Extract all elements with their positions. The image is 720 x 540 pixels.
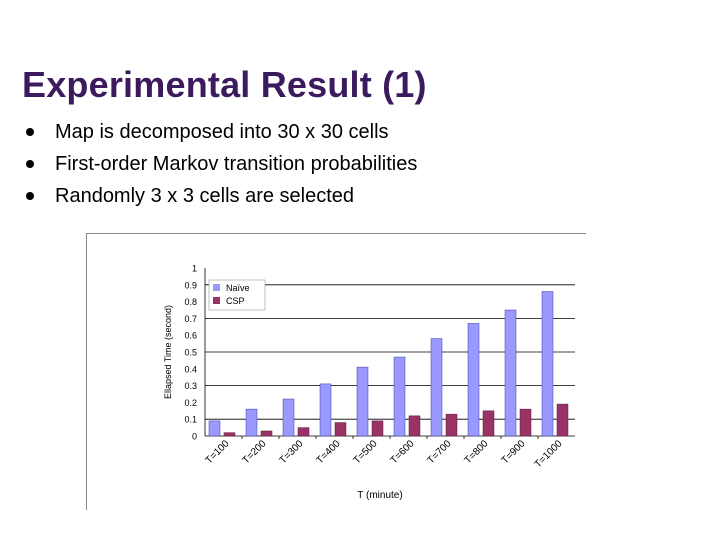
- bullet-text: Map is decomposed into 30 x 30 cells: [55, 121, 389, 143]
- bar: [282, 398, 295, 437]
- x-tick-label: T=700: [426, 438, 454, 466]
- bar: [467, 323, 480, 437]
- x-tick-label: T=500: [352, 438, 380, 466]
- legend-label: CSP: [226, 296, 245, 306]
- x-tick-label: T=300: [278, 438, 306, 466]
- bar: [245, 408, 258, 437]
- y-tick-label: 0: [192, 432, 197, 442]
- bullet-list: Map is decomposed into 30 x 30 cells Fir…: [22, 116, 417, 212]
- y-axis-label: Ellapsed Time (second): [163, 305, 173, 399]
- y-tick-label: 0.2: [184, 398, 197, 408]
- legend-swatch: [213, 297, 220, 304]
- bar: [393, 356, 406, 437]
- x-axis-label: T (minute): [357, 490, 402, 501]
- bar: [334, 422, 347, 437]
- bar-chart: 0 0.1 0.2 0.3 0.4 0.5 0.6 0.7 0.8 0.9 1 T=100 T=200 T…: [163, 264, 575, 501]
- y-tick-label: 0.6: [184, 331, 197, 341]
- bar: [319, 383, 332, 437]
- bar: [519, 408, 532, 437]
- bar: [408, 415, 421, 437]
- x-tick-label: T=600: [389, 438, 417, 466]
- bar: [223, 432, 236, 437]
- bullet-item: Randomly 3 x 3 cells are selected: [22, 180, 417, 212]
- x-tick-label: T=1000: [533, 438, 565, 470]
- chart-frame: 0 0.1 0.2 0.3 0.4 0.5 0.6 0.7 0.8 0.9 1 T=100 T=200 T…: [86, 233, 586, 510]
- bar: [208, 420, 221, 437]
- x-tick-label: T=200: [241, 438, 269, 466]
- x-tick-label: T=400: [315, 438, 343, 466]
- bar: [371, 420, 384, 437]
- y-tick-label: 0.7: [184, 314, 197, 324]
- bullet-dot-icon: [26, 191, 34, 200]
- x-tick-label: T=900: [500, 438, 528, 466]
- y-tick-label: 0.9: [184, 280, 197, 290]
- bar: [504, 309, 517, 437]
- bar: [482, 410, 495, 437]
- bullet-item: Map is decomposed into 30 x 30 cells: [22, 116, 417, 148]
- bullet-item: First-order Markov transition probabilit…: [22, 148, 417, 180]
- bar: [445, 413, 458, 437]
- bar: [556, 403, 569, 437]
- bar: [297, 427, 310, 437]
- y-tick-label: 0.4: [184, 364, 197, 374]
- bullet-dot-icon: [26, 127, 34, 136]
- bullet-dot-icon: [26, 159, 34, 168]
- slide-title: Experimental Result (1): [22, 64, 427, 105]
- x-tick-label: T=100: [204, 438, 232, 466]
- bar: [356, 366, 369, 437]
- y-tick-label: 0.1: [184, 415, 197, 425]
- y-tick-label: 0.8: [184, 297, 197, 307]
- y-tick-label: 0.5: [184, 348, 197, 358]
- x-tick-label: T=800: [463, 438, 491, 466]
- bar: [260, 430, 273, 437]
- bullet-text: Randomly 3 x 3 cells are selected: [55, 185, 355, 207]
- legend-label: Naïve: [226, 283, 250, 293]
- bar: [541, 291, 554, 437]
- legend-swatch: [213, 284, 220, 291]
- y-tick-label: 0.3: [184, 381, 197, 391]
- bullet-text: First-order Markov transition probabilit…: [55, 153, 418, 175]
- y-tick-label: 1: [192, 264, 197, 274]
- bar: [430, 338, 443, 437]
